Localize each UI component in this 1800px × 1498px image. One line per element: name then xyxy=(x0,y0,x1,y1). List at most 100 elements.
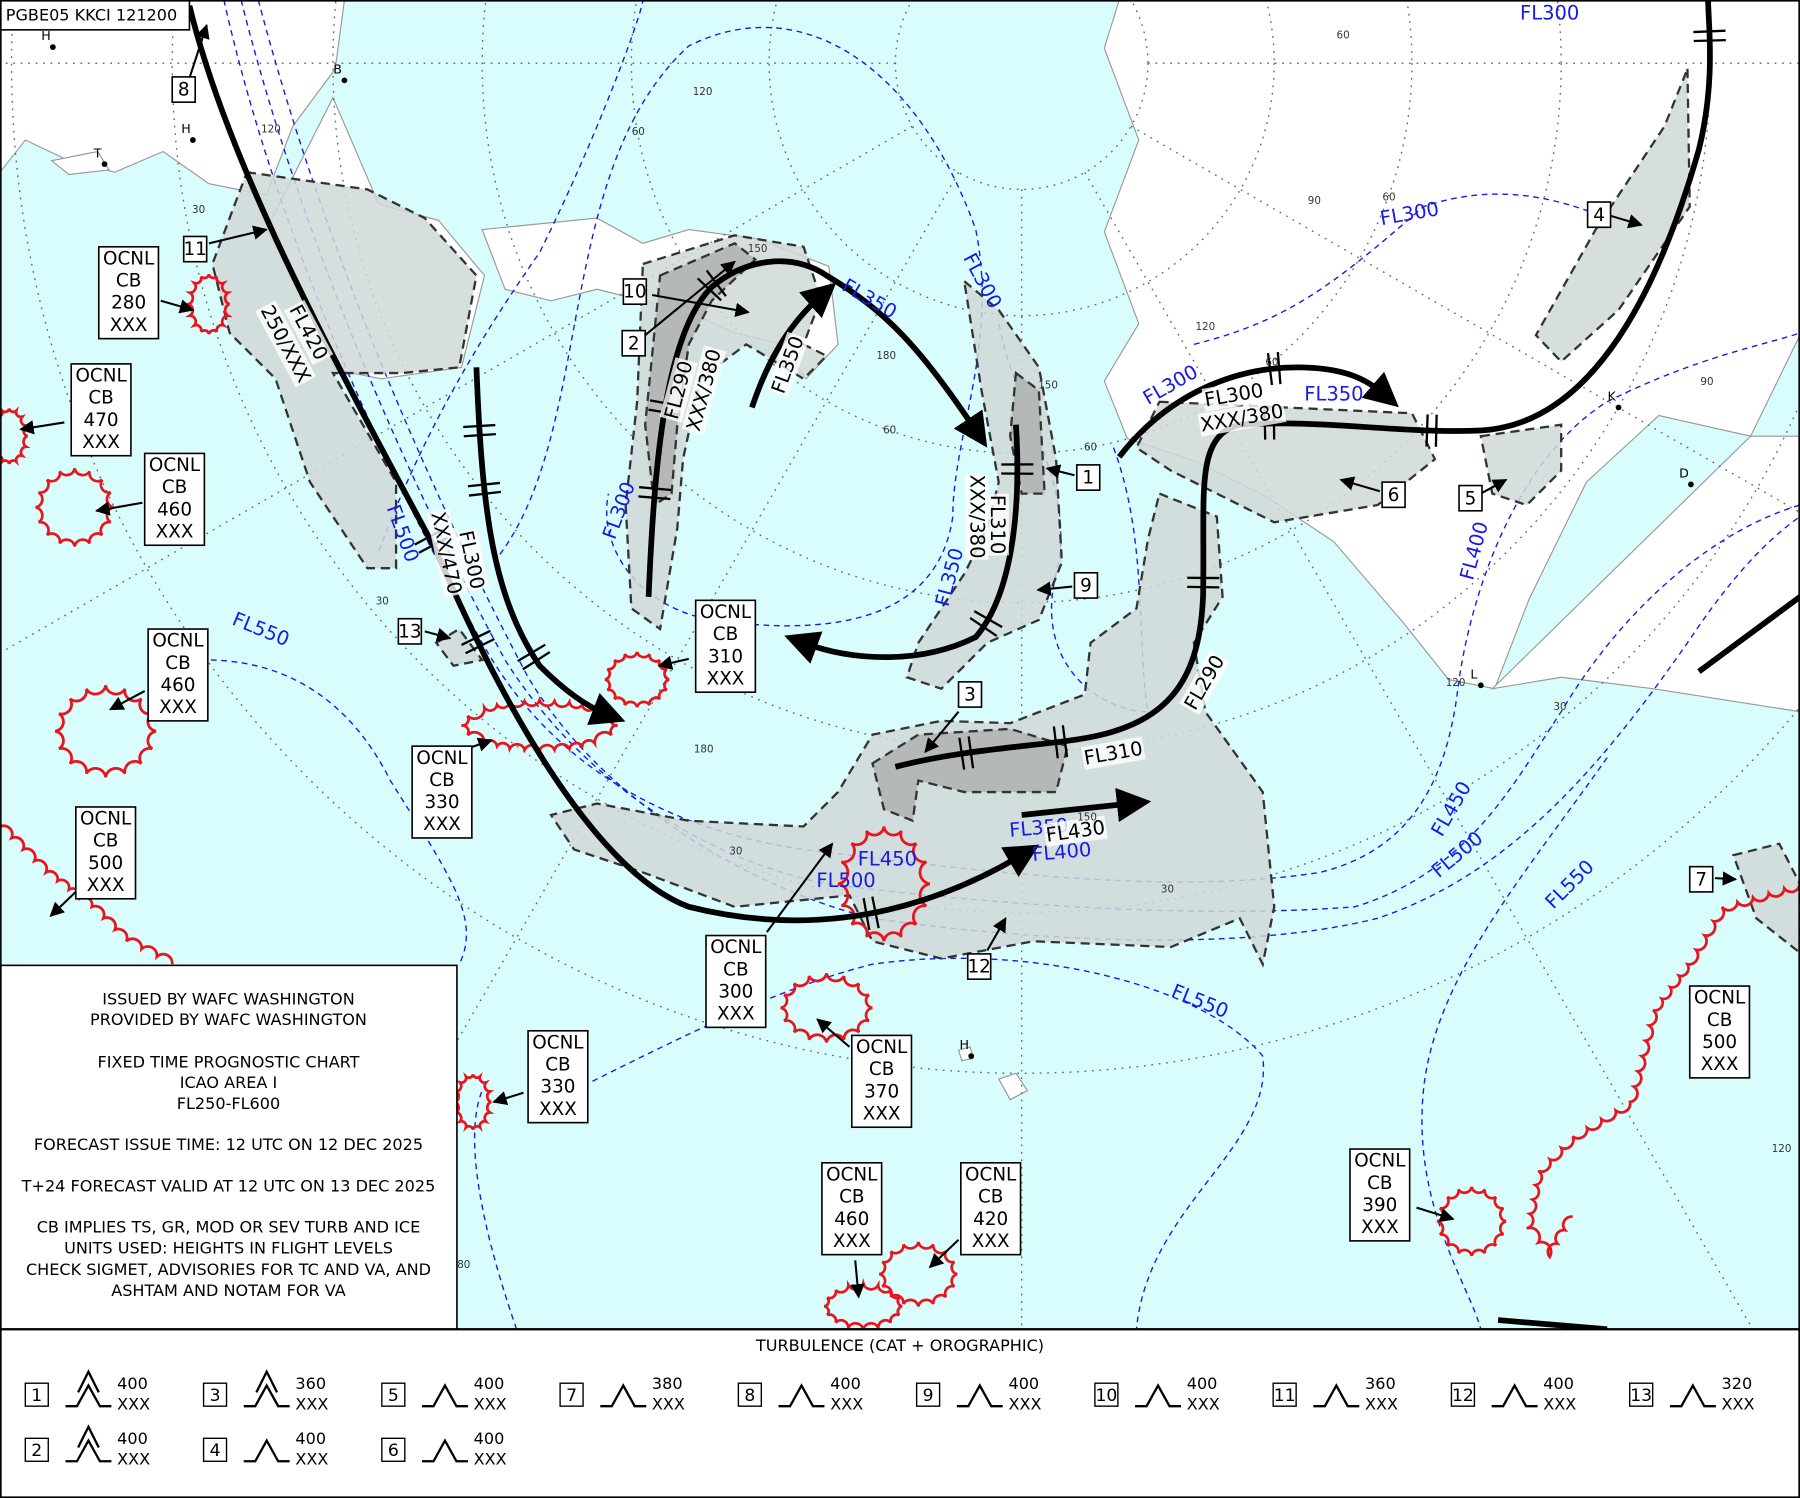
legend-number: 12 xyxy=(1452,1386,1474,1406)
grid-label: 60 xyxy=(1265,357,1278,369)
land xyxy=(997,1072,1029,1101)
leader-arrow xyxy=(160,299,195,314)
jet-change-bar xyxy=(517,643,546,663)
legend-number: 7 xyxy=(566,1386,577,1406)
cb-base: XXX xyxy=(833,1231,871,1252)
turbulence-number-box xyxy=(621,329,646,357)
turbulence-number-box xyxy=(957,681,983,708)
legend-top: 400 xyxy=(474,1374,505,1393)
leader-arrow xyxy=(1339,476,1381,493)
leader-arrow xyxy=(1714,871,1738,886)
legend-number-box xyxy=(1629,1382,1654,1407)
leader-arrow xyxy=(986,917,1007,951)
cb-coverage: OCNL xyxy=(826,1164,878,1185)
legend-number-box xyxy=(381,1437,406,1462)
grid-label: 60 xyxy=(632,126,645,138)
cb-box xyxy=(527,1030,589,1124)
legend-base: XXX xyxy=(652,1395,685,1414)
turbulence-number-box xyxy=(1073,571,1099,599)
jet-change-bar xyxy=(967,736,975,769)
legend-number-box xyxy=(381,1382,406,1407)
jet-change-bar xyxy=(1693,38,1726,43)
cb-box xyxy=(143,452,206,547)
cb-cloud xyxy=(878,1241,958,1307)
cb-type: CB xyxy=(165,653,190,674)
leader-arrow xyxy=(1045,464,1075,479)
graticule-circle xyxy=(768,0,1275,317)
cb-coverage: OCNL xyxy=(700,602,752,623)
jet-label-background xyxy=(1043,815,1108,847)
grid-label: 60 xyxy=(1382,191,1395,203)
cb-coverage: OCNL xyxy=(710,937,762,958)
cb-top: 460 xyxy=(157,499,192,520)
turbulence-number: 13 xyxy=(398,621,421,642)
turbulence-symbol xyxy=(778,1383,825,1408)
leader-arrow xyxy=(928,1238,960,1269)
legend-top: 400 xyxy=(117,1374,148,1393)
cb-base: XXX xyxy=(972,1231,1010,1252)
jet-label-background xyxy=(426,508,467,598)
jet-change-bar xyxy=(705,269,727,297)
legend-top: 400 xyxy=(1187,1374,1218,1393)
station-dot xyxy=(101,161,108,168)
turbulence-number: 11 xyxy=(184,239,207,260)
cb-coverage: OCNL xyxy=(103,248,155,269)
turbulence-number: 12 xyxy=(968,957,991,978)
pressure-label: T xyxy=(93,145,102,160)
legend-title: TURBULENCE (CAT + OROGRAPHIC) xyxy=(755,1336,1044,1355)
cb-top: 460 xyxy=(160,675,195,696)
jet-change-bar xyxy=(465,637,495,655)
turbulence-number: 1 xyxy=(1082,468,1094,489)
leader-arrow xyxy=(492,1091,524,1106)
turbulence-symbol-severe xyxy=(77,1424,100,1449)
jet-label-background xyxy=(965,473,989,560)
pressure-label: L xyxy=(1470,666,1477,681)
info-line: PROVIDED BY WAFC WASHINGTON xyxy=(90,1010,367,1029)
turbulence-number-box xyxy=(182,235,208,263)
leader-arrow xyxy=(95,501,143,516)
turbulence-symbol-severe xyxy=(255,1369,279,1393)
station-dot xyxy=(190,137,196,143)
info-line: ASHTAM AND NOTAM FOR VA xyxy=(111,1281,346,1300)
pressure-label: B xyxy=(333,62,342,77)
cb-base: XXX xyxy=(159,697,197,718)
tropopause-contour xyxy=(1421,757,1608,1330)
station-dot xyxy=(1688,481,1694,488)
legend-number-box xyxy=(737,1382,763,1407)
cb-top: 420 xyxy=(973,1209,1008,1230)
grid-label: 90 xyxy=(1308,195,1321,207)
info-line: FL250-FL600 xyxy=(177,1094,280,1113)
jet-change-bar xyxy=(958,737,966,770)
cb-box xyxy=(1688,985,1751,1079)
legend-top: 400 xyxy=(830,1374,861,1393)
graticule-circle xyxy=(481,0,1562,604)
cb-type: CB xyxy=(1707,1010,1732,1031)
turbulence-number-box xyxy=(622,278,648,305)
legend-number-box xyxy=(1450,1382,1476,1407)
jet-label-background xyxy=(766,331,810,398)
leader-arrow xyxy=(657,655,690,670)
jet-stream xyxy=(1497,1317,1608,1333)
legend-number-box xyxy=(915,1382,941,1407)
cb-base: XXX xyxy=(863,1103,901,1124)
pressure-label: H xyxy=(181,121,190,136)
legend-base: XXX xyxy=(474,1450,507,1469)
turbulence-number: 5 xyxy=(1465,488,1477,509)
jet-change-bar xyxy=(1061,725,1069,758)
grid-label: 180 xyxy=(876,350,896,362)
turbulence-symbol xyxy=(956,1383,1003,1408)
grid-label: 180 xyxy=(694,744,714,756)
grid-label: 120 xyxy=(1446,677,1466,689)
legend-number-box xyxy=(202,1382,228,1407)
jet-label-background xyxy=(1201,378,1267,412)
pressure-label: H xyxy=(960,1037,969,1052)
cb-coverage: OCNL xyxy=(965,1164,1017,1185)
jet-change-bar xyxy=(638,495,671,501)
cb-type: CB xyxy=(978,1187,1003,1208)
legend-number: 5 xyxy=(388,1386,399,1406)
legend-number: 2 xyxy=(31,1441,42,1461)
legend-top: 380 xyxy=(652,1374,683,1393)
cb-box xyxy=(147,628,209,722)
cb-cloud xyxy=(780,972,873,1043)
turbulence-symbol xyxy=(422,1438,468,1463)
